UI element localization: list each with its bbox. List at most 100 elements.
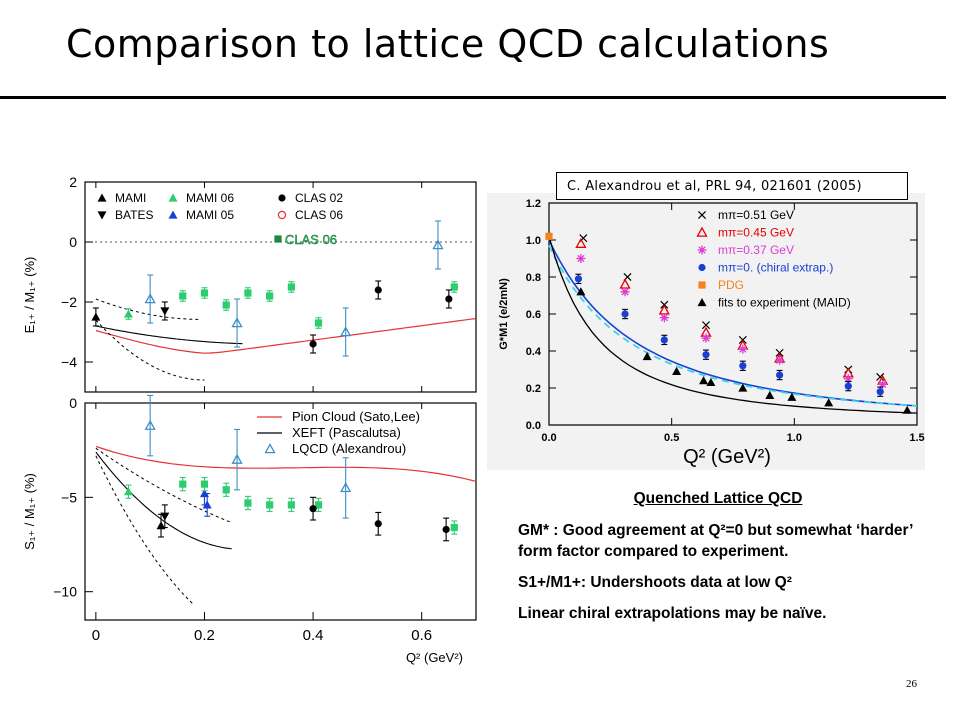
gm-legend-label-1: mπ=0.45 GeV: [718, 226, 794, 240]
gm-series-3-point-7: [876, 388, 884, 396]
s1m1-mami-06-point-0: [123, 487, 133, 496]
title-divider: [0, 96, 946, 99]
gm-legend-label-2: mπ=0.37 GeV: [718, 243, 794, 257]
s1m1-clas-02-point-1: [374, 520, 382, 528]
gm-series-3-point-6: [844, 382, 852, 390]
right-curves: [548, 236, 918, 414]
gm-y-tick-label: 0.8: [526, 272, 541, 284]
s1m1-clas-02-point-0: [309, 505, 317, 513]
gm-series-3-point-1: [621, 310, 629, 318]
y-tick-label: −5: [61, 489, 77, 505]
s1m1-mami-05-point-1: [202, 500, 212, 509]
s1m1-clas-06-point-4: [266, 501, 274, 509]
e1m1-lqcd-point-1: [231, 317, 243, 328]
gm-experiment-curve: [548, 236, 918, 414]
xeft-upper-band-e1m1: [95, 298, 199, 320]
gm-y-tick-label: 0.4: [526, 346, 542, 358]
e1m1-clas-06-point-0: [179, 292, 187, 300]
legend-label-mami-06: MAMI 06: [186, 191, 234, 205]
gm-legend-marker-0: [697, 210, 707, 220]
e1m1-mami-06-point-0: [123, 309, 133, 318]
s1m1-clas-06-point-7: [450, 523, 458, 532]
legend-marker-bates: [97, 211, 107, 220]
gm-series-5-point-0: [576, 287, 586, 296]
e1m1-mami-point-0: [91, 312, 101, 321]
legend-label-mami-05: MAMI 05: [186, 208, 234, 222]
s1m1-clas-06-point-5: [287, 501, 295, 509]
s1m1-clas-06-point-2: [222, 486, 230, 494]
e1m1-clas-02-point-0: [309, 340, 317, 348]
gm-series-5-point-7: [787, 392, 797, 401]
s1m1-bates-point-0: [160, 512, 170, 521]
s1m1-y-axis-label: S₁₊ / M₁₊ (%): [22, 473, 37, 550]
legend-marker-lqcd: [264, 443, 276, 454]
e1m1-lqcd-point-2: [340, 326, 352, 337]
gm-series-5-point-9: [902, 405, 912, 414]
xeft-lower-band-s1m1: [95, 455, 194, 605]
e1m1-s1m1-frame: [84, 402, 477, 621]
s1m1-clas-02-point-2: [442, 525, 450, 534]
legend-label-bates: BATES: [115, 208, 153, 222]
gm-series-5-point-4: [706, 377, 716, 387]
legend-label-lqcd: LQCD (Alexandrou): [292, 441, 406, 456]
page-number: 26: [906, 678, 917, 690]
gm-legend-marker-2: [697, 245, 707, 255]
xeft-curve-s1m1: [95, 451, 232, 550]
gm-chiral-dashed-curve: [548, 245, 918, 407]
left-curves: [95, 298, 477, 605]
gm-y-tick-label: 0.2: [526, 383, 541, 395]
gm-series-2-point-7: [878, 379, 888, 389]
gm-series-5-point-6: [765, 390, 775, 399]
legend-marker-clas-06: [277, 210, 287, 220]
gm-y-tick-label: 0.0: [526, 420, 541, 432]
x-tick-label: 0.2: [194, 627, 215, 644]
note-chiral: Linear chiral extrapolations may be naïv…: [518, 605, 827, 622]
y-tick-label: −4: [61, 354, 77, 370]
legend-marker-mami-06: [168, 193, 178, 202]
e1m1-clas-06-point-1: [200, 289, 209, 297]
right-axes: 0.0 0.2 0.4 0.6 0.8 1.0 1.2 0.0 0.5 1.0 1.5 Q² (GeV…: [498, 198, 925, 468]
gm-series-3-point-2: [660, 336, 668, 344]
gm-series-5-point-3: [699, 376, 709, 385]
gm-series-4-point-0: [545, 232, 553, 240]
gm-series-3-point-3: [702, 351, 710, 359]
gm-x-tick-label: 0.5: [664, 432, 679, 444]
gm-legend-marker-3: [698, 263, 706, 272]
gm-series-1-point-0: [575, 237, 587, 248]
xeft-upper-band-s1m1: [95, 447, 232, 524]
gm-series-5-point-8: [824, 398, 834, 407]
gm-x-tick-label: 1.0: [787, 432, 802, 444]
xeft-lower-band-e1m1: [95, 319, 205, 381]
gm-x-axis-label: Q² (GeV²): [683, 446, 771, 468]
legend-marker-mami-05: [168, 210, 178, 219]
gm-y-tick-label: 1.2: [526, 198, 541, 210]
legend-label-pion-cloud: Pion Cloud (Sato,Lee): [292, 409, 420, 424]
note-s1m1: S1+/M1+: Undershoots data at low Q²: [518, 574, 792, 591]
legend-marker-mami: [97, 193, 107, 202]
gm-series-5-point-5: [738, 383, 748, 392]
e1m1-clas-06-point-4: [266, 292, 274, 300]
e1m1-clas-02-point-2: [445, 295, 453, 303]
gm-series-2-point-2: [659, 313, 669, 323]
left-axes: 2 0 −2 −4 0 −5 −10 0 0.2 0.4 0.6 Q² (GeV²) E₁₊ / M₁₊…: [22, 174, 477, 665]
notes-panel: Quenched Lattice QCD GM* : Good agreemen…: [518, 490, 948, 634]
multipole-ratio-chart: 2 0 −2 −4 0 −5 −10 0 0.2 0.4 0.6 Q² (GeV²) E₁₊ / M₁₊…: [22, 174, 477, 665]
note-gm: GM* : Good agreement at Q²=0 but somewha…: [518, 522, 913, 560]
gm-series-5-point-1: [642, 352, 652, 361]
s1m1-clas-06-point-3: [244, 499, 252, 507]
e1m1-clas-06-point-7: [450, 283, 458, 291]
e1m1-clas-06-point-2: [222, 301, 230, 309]
xeft-curve-e1m1: [95, 325, 243, 345]
gm-legend-marker-4: [698, 281, 706, 289]
gm-series-3-point-5: [776, 371, 784, 379]
plot-background: [487, 193, 925, 470]
x-axis-label: Q² (GeV²): [406, 650, 463, 665]
gm-series-2-point-1: [620, 287, 630, 297]
gm-x-tick-label: 0.0: [541, 432, 556, 444]
notes-heading: Quenched Lattice QCD: [633, 490, 803, 507]
citation-box: C. Alexandrou et al, PRL 94, 021601 (200…: [556, 172, 908, 200]
gm-y-tick-label: 0.6: [526, 309, 541, 321]
gm-series-2-point-0: [576, 254, 586, 263]
s1m1-lqcd-point-0: [144, 419, 156, 430]
x-tick-label: 0.6: [411, 627, 432, 644]
